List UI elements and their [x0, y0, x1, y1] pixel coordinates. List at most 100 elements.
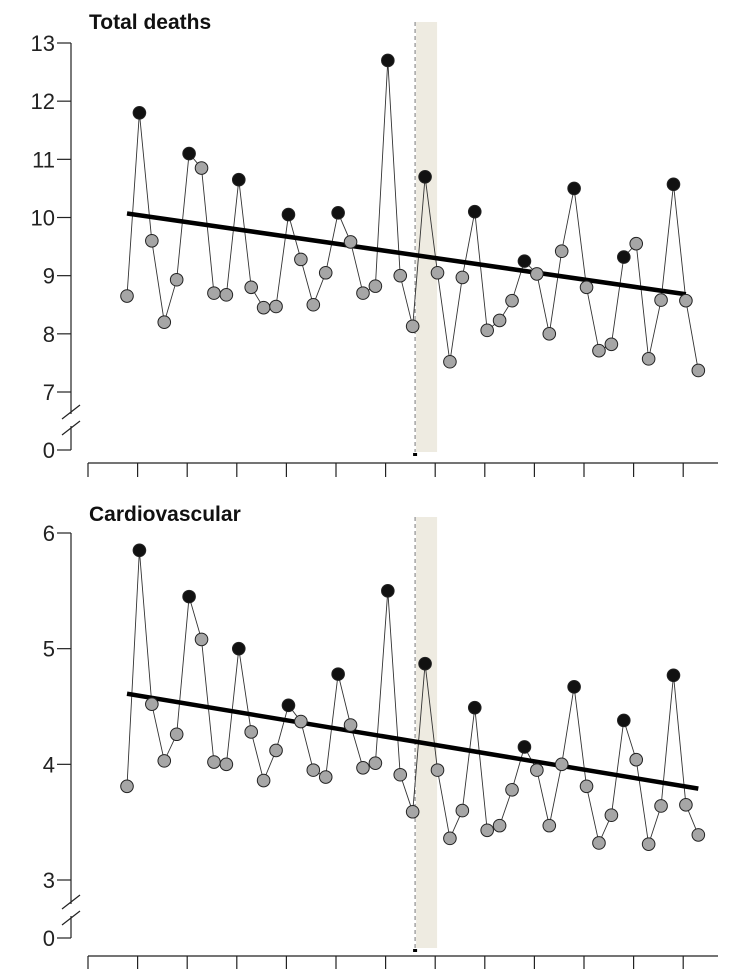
data-point: [157, 754, 172, 768]
data-point: [691, 828, 706, 842]
y-tick-label: 0: [43, 438, 55, 463]
data-point: [343, 235, 358, 249]
data-point: [530, 763, 544, 777]
data-point: [604, 808, 619, 823]
data-point: [641, 352, 656, 366]
data-point: [219, 757, 234, 772]
data-point: [145, 233, 159, 248]
data-point: [505, 293, 519, 308]
data-point: [194, 161, 209, 175]
divider-marker: [413, 949, 418, 952]
data-point: [592, 343, 606, 358]
data-point: [269, 299, 283, 314]
data-point: [654, 799, 668, 813]
data-point: [219, 288, 234, 302]
data-point: [244, 280, 258, 295]
y-tick-label: 4: [43, 752, 55, 777]
data-point: [120, 779, 134, 794]
peak-point: [517, 254, 532, 268]
peak-point: [132, 106, 147, 120]
data-point: [530, 267, 544, 281]
data-point: [480, 823, 494, 838]
data-point: [455, 270, 470, 285]
y-tick-label: 5: [43, 637, 55, 662]
data-point: [679, 798, 693, 812]
data-point: [430, 265, 445, 280]
highlight-band: [416, 22, 438, 452]
data-point: [592, 836, 606, 850]
data-point: [604, 337, 619, 352]
y-tick-label: 6: [43, 521, 55, 546]
data-point: [430, 763, 445, 777]
divider-marker: [413, 453, 418, 456]
data-point: [306, 297, 321, 312]
peak-point: [418, 656, 432, 671]
data-point: [169, 727, 184, 742]
peak-point: [567, 680, 581, 694]
highlight-band: [416, 517, 438, 948]
peak-point: [666, 177, 681, 192]
data-point: [443, 354, 457, 369]
data-point: [393, 268, 408, 283]
data-point: [554, 757, 569, 772]
data-point: [455, 803, 470, 818]
data-point: [480, 323, 494, 338]
data-point: [120, 289, 134, 303]
peak-point: [231, 172, 246, 187]
panel-title: Total deaths: [89, 11, 211, 34]
data-point: [443, 831, 457, 846]
trend-line: [126, 211, 687, 297]
data-point: [356, 286, 370, 300]
data-point: [405, 319, 420, 334]
total-deaths-panel: Total deaths 0 7 8 9 10 11 12 13: [31, 11, 718, 477]
data-point: [256, 300, 271, 315]
data-point: [492, 818, 507, 833]
y-tick-label: 3: [43, 868, 55, 893]
data-point: [505, 782, 519, 797]
y-tick-label: 10: [31, 206, 55, 231]
data-point: [207, 286, 221, 300]
data-point: [194, 632, 209, 647]
data-point: [157, 315, 172, 330]
peak-point: [231, 641, 246, 656]
data-point: [306, 763, 321, 777]
data-point: [579, 779, 594, 794]
data-point: [244, 725, 258, 739]
cardiovascular-panel: Cardiovascular 0 3 4 5 6: [43, 503, 718, 969]
data-point: [368, 279, 383, 293]
peak-point: [467, 700, 482, 715]
y-tick-label: 11: [32, 147, 55, 172]
peak-point: [381, 584, 395, 598]
peak-point: [331, 206, 345, 220]
peak-point: [182, 589, 196, 604]
data-point: [294, 252, 308, 267]
peak-point: [381, 53, 395, 68]
series-line: [126, 550, 699, 845]
y-tick-label: 13: [31, 31, 55, 56]
data-point: [269, 743, 283, 758]
data-point: [169, 272, 184, 287]
data-point: [579, 280, 594, 295]
data-point: [207, 755, 221, 769]
y-tick-label: 8: [43, 322, 55, 347]
axis-break-mark: [61, 420, 81, 436]
peak-point: [617, 250, 631, 264]
data-point: [554, 244, 569, 259]
y-tick-label: 9: [43, 264, 55, 289]
data-point: [629, 752, 644, 767]
data-point: [641, 837, 656, 851]
peak-point: [467, 204, 482, 219]
peak-point: [331, 667, 345, 681]
peak-point: [132, 543, 147, 558]
trend-line: [126, 691, 699, 791]
data-point: [654, 293, 668, 307]
data-point: [145, 697, 159, 711]
peak-point: [666, 668, 681, 683]
data-point: [343, 718, 358, 732]
axis-break-mark: [61, 894, 81, 910]
data-point: [405, 804, 420, 819]
data-point: [393, 767, 408, 782]
peak-point: [281, 207, 296, 222]
data-point: [629, 236, 644, 251]
